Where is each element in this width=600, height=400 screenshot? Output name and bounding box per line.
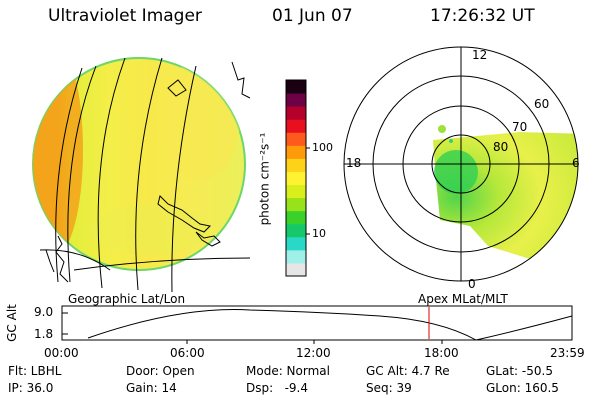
colorbar-unit-label: photon cm⁻²s⁻¹ <box>257 132 272 226</box>
colorbar-band <box>286 249 306 264</box>
instrument-title: Ultraviolet Imager <box>48 6 202 26</box>
x-tick-0600: 06:00 <box>170 346 205 360</box>
colorbar-band <box>286 93 306 107</box>
polar-mlt-18: 18 <box>346 156 362 170</box>
altitude-y-top: 9.0 <box>34 305 54 319</box>
colorbar-band <box>286 145 306 159</box>
info-seq: Seq: 39 <box>366 381 412 395</box>
colorbar-band <box>286 119 306 133</box>
colorbar-band <box>286 223 306 238</box>
colorbar-band <box>286 132 306 146</box>
colorbar-band <box>286 106 306 120</box>
colorbar-band <box>286 210 306 225</box>
polar-mlt-0: 0 <box>468 277 476 291</box>
polar-lat-70: 70 <box>512 120 528 134</box>
info-dsp: Dsp: -9.4 <box>246 381 309 395</box>
polar-lat-60: 60 <box>534 97 550 111</box>
altitude-axis-label: GC Alt <box>4 304 19 342</box>
x-tick-0000: 00:00 <box>44 346 79 360</box>
colorbar <box>286 80 306 277</box>
info-filter: Flt: LBHL <box>8 364 62 378</box>
colorbar-band <box>286 236 306 251</box>
info-mode: Mode: Normal <box>246 364 330 378</box>
colorbar-band <box>286 171 306 186</box>
info-glon: GLon: 160.5 <box>486 381 559 395</box>
info-ip: IP: 36.0 <box>8 381 54 395</box>
right-panel-label: Apex MLat/MLT <box>418 292 508 306</box>
time-label: 17:26:32 UT <box>430 6 535 26</box>
left-panel-label: Geographic Lat/Lon <box>68 292 186 306</box>
info-gc-alt: GC Alt: 4.7 Re <box>366 364 450 378</box>
colorbar-tick-10: 10 <box>312 227 326 240</box>
polar-mlt-12: 12 <box>472 48 488 62</box>
apex-polar-plot <box>343 46 579 282</box>
date-label: 01 Jun 07 <box>272 6 353 26</box>
colorbar-band <box>286 158 306 172</box>
colorbar-band <box>286 184 306 199</box>
altitude-plot <box>61 305 573 344</box>
info-door: Door: Open <box>126 364 195 378</box>
coastline-outlines <box>45 61 251 283</box>
colorbar-band <box>286 262 306 277</box>
x-tick-1800: 18:00 <box>424 346 459 360</box>
geographic-disk <box>32 57 251 293</box>
geographic-grid <box>39 57 251 293</box>
colorbar-band <box>286 80 306 94</box>
info-gain: Gain: 14 <box>126 381 177 395</box>
colorbar-band <box>286 197 306 212</box>
x-tick-2359: 23:59 <box>550 346 585 360</box>
info-glat: GLat: -50.5 <box>486 364 553 378</box>
altitude-y-bottom: 1.8 <box>34 327 54 341</box>
x-tick-1200: 12:00 <box>296 346 331 360</box>
polar-mlt-6: 6 <box>572 156 580 170</box>
colorbar-tick-100: 100 <box>312 141 333 154</box>
polar-lat-80: 80 <box>493 140 509 154</box>
